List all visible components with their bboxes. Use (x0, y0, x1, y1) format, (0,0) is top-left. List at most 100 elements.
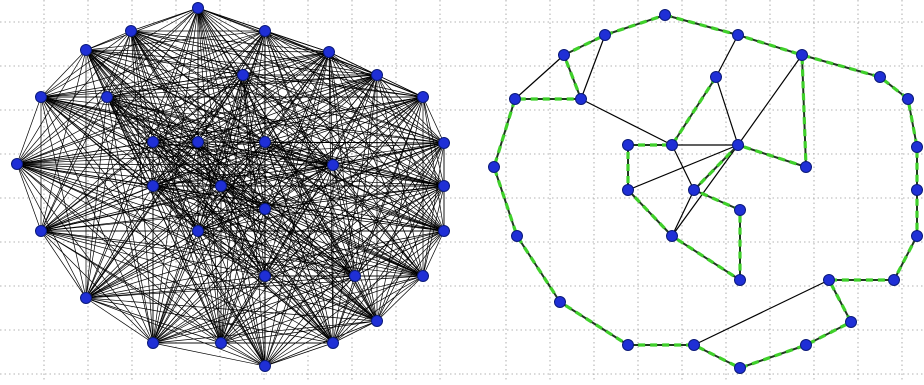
graph-edge (85, 141, 154, 299)
graph-node (192, 136, 204, 148)
tour-graph-panel (462, 0, 924, 381)
graph-edge (197, 230, 424, 277)
graph-edge (85, 49, 424, 98)
graph-edge (264, 141, 378, 322)
graph-node (147, 337, 159, 349)
graph-node (417, 91, 429, 103)
graph-edge (354, 74, 378, 277)
graph-edge (264, 208, 445, 232)
graph-node (622, 339, 634, 351)
graph-edge (264, 30, 445, 144)
graph-edge (197, 141, 266, 232)
graph-edge (130, 30, 445, 144)
graph-edge (40, 230, 266, 277)
graph-node (349, 270, 361, 282)
graph-edge (106, 96, 445, 187)
graph-node (710, 71, 722, 83)
graph-edge (40, 30, 266, 98)
graph-edge (85, 230, 199, 299)
graph-edge (85, 297, 334, 344)
graph-edge (332, 164, 356, 277)
graph-node (734, 204, 746, 216)
graph-node (823, 274, 835, 286)
graph-edge (354, 96, 424, 277)
graph-edge (152, 74, 244, 187)
graph-node (147, 180, 159, 192)
graph-edge (715, 34, 739, 78)
graph-edge (40, 96, 199, 143)
graph-node (599, 29, 611, 41)
graph-edge (40, 230, 356, 277)
graph-edge (16, 163, 222, 344)
graph-edge (106, 96, 154, 187)
graph-edge (40, 96, 87, 299)
graph-edge (106, 96, 445, 144)
graph-edge (16, 163, 154, 344)
graph-edge (242, 51, 330, 76)
graph-edge (197, 141, 445, 187)
graph-node (888, 274, 900, 286)
graph-edge (264, 208, 378, 322)
graph-edge (85, 49, 424, 277)
graph-edge (220, 74, 378, 344)
graph-edge (40, 185, 154, 232)
graph-edge (152, 185, 334, 344)
graph-edge (197, 142, 445, 232)
graph-edge (16, 163, 356, 277)
graph-edge (152, 74, 378, 143)
graph-edge (197, 74, 378, 143)
graph-edge (422, 96, 445, 144)
graph-edge (152, 7, 199, 344)
graph-edge (40, 51, 330, 98)
graph-node (622, 139, 634, 151)
graph-edge (85, 297, 154, 344)
graph-edge (376, 275, 424, 322)
graph-node (554, 296, 566, 308)
graph-edge (40, 7, 199, 98)
graph-edge (40, 96, 445, 232)
graph-edge (152, 74, 378, 187)
graph-node (688, 184, 700, 196)
graph-edge (152, 185, 199, 232)
graph-edge (264, 275, 378, 322)
graph-edge (264, 342, 334, 367)
graph-edge (220, 185, 266, 210)
graph-edge (16, 163, 42, 232)
graph-node (911, 184, 923, 196)
graph-edge (16, 96, 42, 165)
graph-edge (422, 230, 445, 277)
graph-edge (264, 74, 378, 367)
graph-edge (85, 297, 222, 344)
graph-edge (152, 96, 424, 344)
graph-edge (197, 7, 378, 76)
graph-node (622, 184, 634, 196)
graph-edge (16, 7, 199, 165)
graph-edge (40, 96, 154, 143)
complete-graph-panel (0, 0, 462, 381)
graph-edge (197, 7, 334, 166)
graph-edge (106, 96, 154, 344)
graph-node (125, 25, 137, 37)
graph-edge (40, 185, 222, 232)
graph-edge (332, 74, 378, 166)
graph-edge (264, 275, 424, 367)
graph-edge (130, 30, 154, 143)
graph-edge (130, 30, 222, 187)
graph-edge (85, 275, 356, 299)
graph-edge (264, 320, 378, 367)
graph-node (417, 270, 429, 282)
graph-node (80, 292, 92, 304)
graph-node (259, 25, 271, 37)
graph-edge (40, 230, 378, 322)
graph-node (666, 139, 678, 151)
graph-edge (220, 74, 244, 187)
edges (16, 7, 445, 367)
graph-edge (580, 98, 673, 146)
graph-node (215, 337, 227, 349)
graph-edge (85, 297, 266, 367)
graph-edge (264, 74, 378, 143)
graph-edge (354, 275, 378, 322)
graph-node (666, 230, 678, 242)
graph-edge (328, 51, 334, 344)
graph-node (371, 315, 383, 327)
